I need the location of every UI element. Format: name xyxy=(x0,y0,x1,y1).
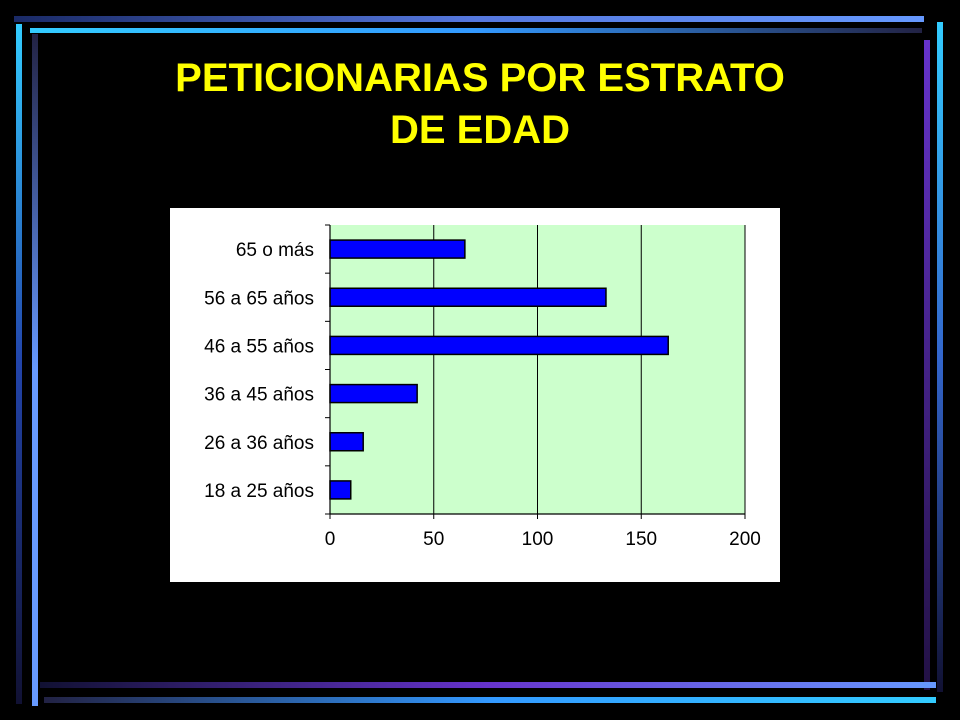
category-label: 46 a 55 años xyxy=(204,336,314,357)
frame-left-bar-inner xyxy=(32,34,38,706)
x-tick-label: 150 xyxy=(625,529,657,550)
frame-bottom-bar xyxy=(40,682,936,688)
frame-top-bar-inner xyxy=(30,28,922,33)
frame-right-bar-outer xyxy=(937,22,943,692)
bar xyxy=(329,335,669,356)
category-label: 36 a 45 años xyxy=(204,385,314,406)
bar xyxy=(329,383,418,404)
bar xyxy=(329,239,466,259)
category-label: 56 a 65 años xyxy=(204,288,314,309)
category-label: 26 a 36 años xyxy=(204,433,314,454)
bar-chart: 0 50 100 150 200 65 o más 56 a 65 años 46 a 55 … xyxy=(204,224,761,550)
x-tick-label: 100 xyxy=(522,529,554,550)
category-label: 65 o más xyxy=(236,240,314,261)
frame-left-bar xyxy=(16,24,22,704)
title-line-2: DE EDAD xyxy=(389,108,571,152)
frame-bottom-bar-outer xyxy=(44,697,936,703)
bar xyxy=(329,480,352,500)
title-line-1: PETICIONARIAS POR ESTRATO xyxy=(175,56,785,100)
frame-right-bar xyxy=(924,40,930,690)
slide-title: PETICIONARIAS POR ESTRATO DE EDAD xyxy=(60,52,900,156)
x-tick-label: 50 xyxy=(423,529,444,550)
x-tick-label: 200 xyxy=(729,529,761,550)
chart-container: 0 50 100 150 200 65 o más 56 a 65 años 46 a 55 … xyxy=(170,208,780,582)
frame-top-bar xyxy=(14,16,924,22)
category-label: 18 a 25 años xyxy=(204,481,314,502)
bar xyxy=(329,287,607,307)
x-tick-label: 0 xyxy=(325,529,336,550)
bar xyxy=(329,432,364,452)
